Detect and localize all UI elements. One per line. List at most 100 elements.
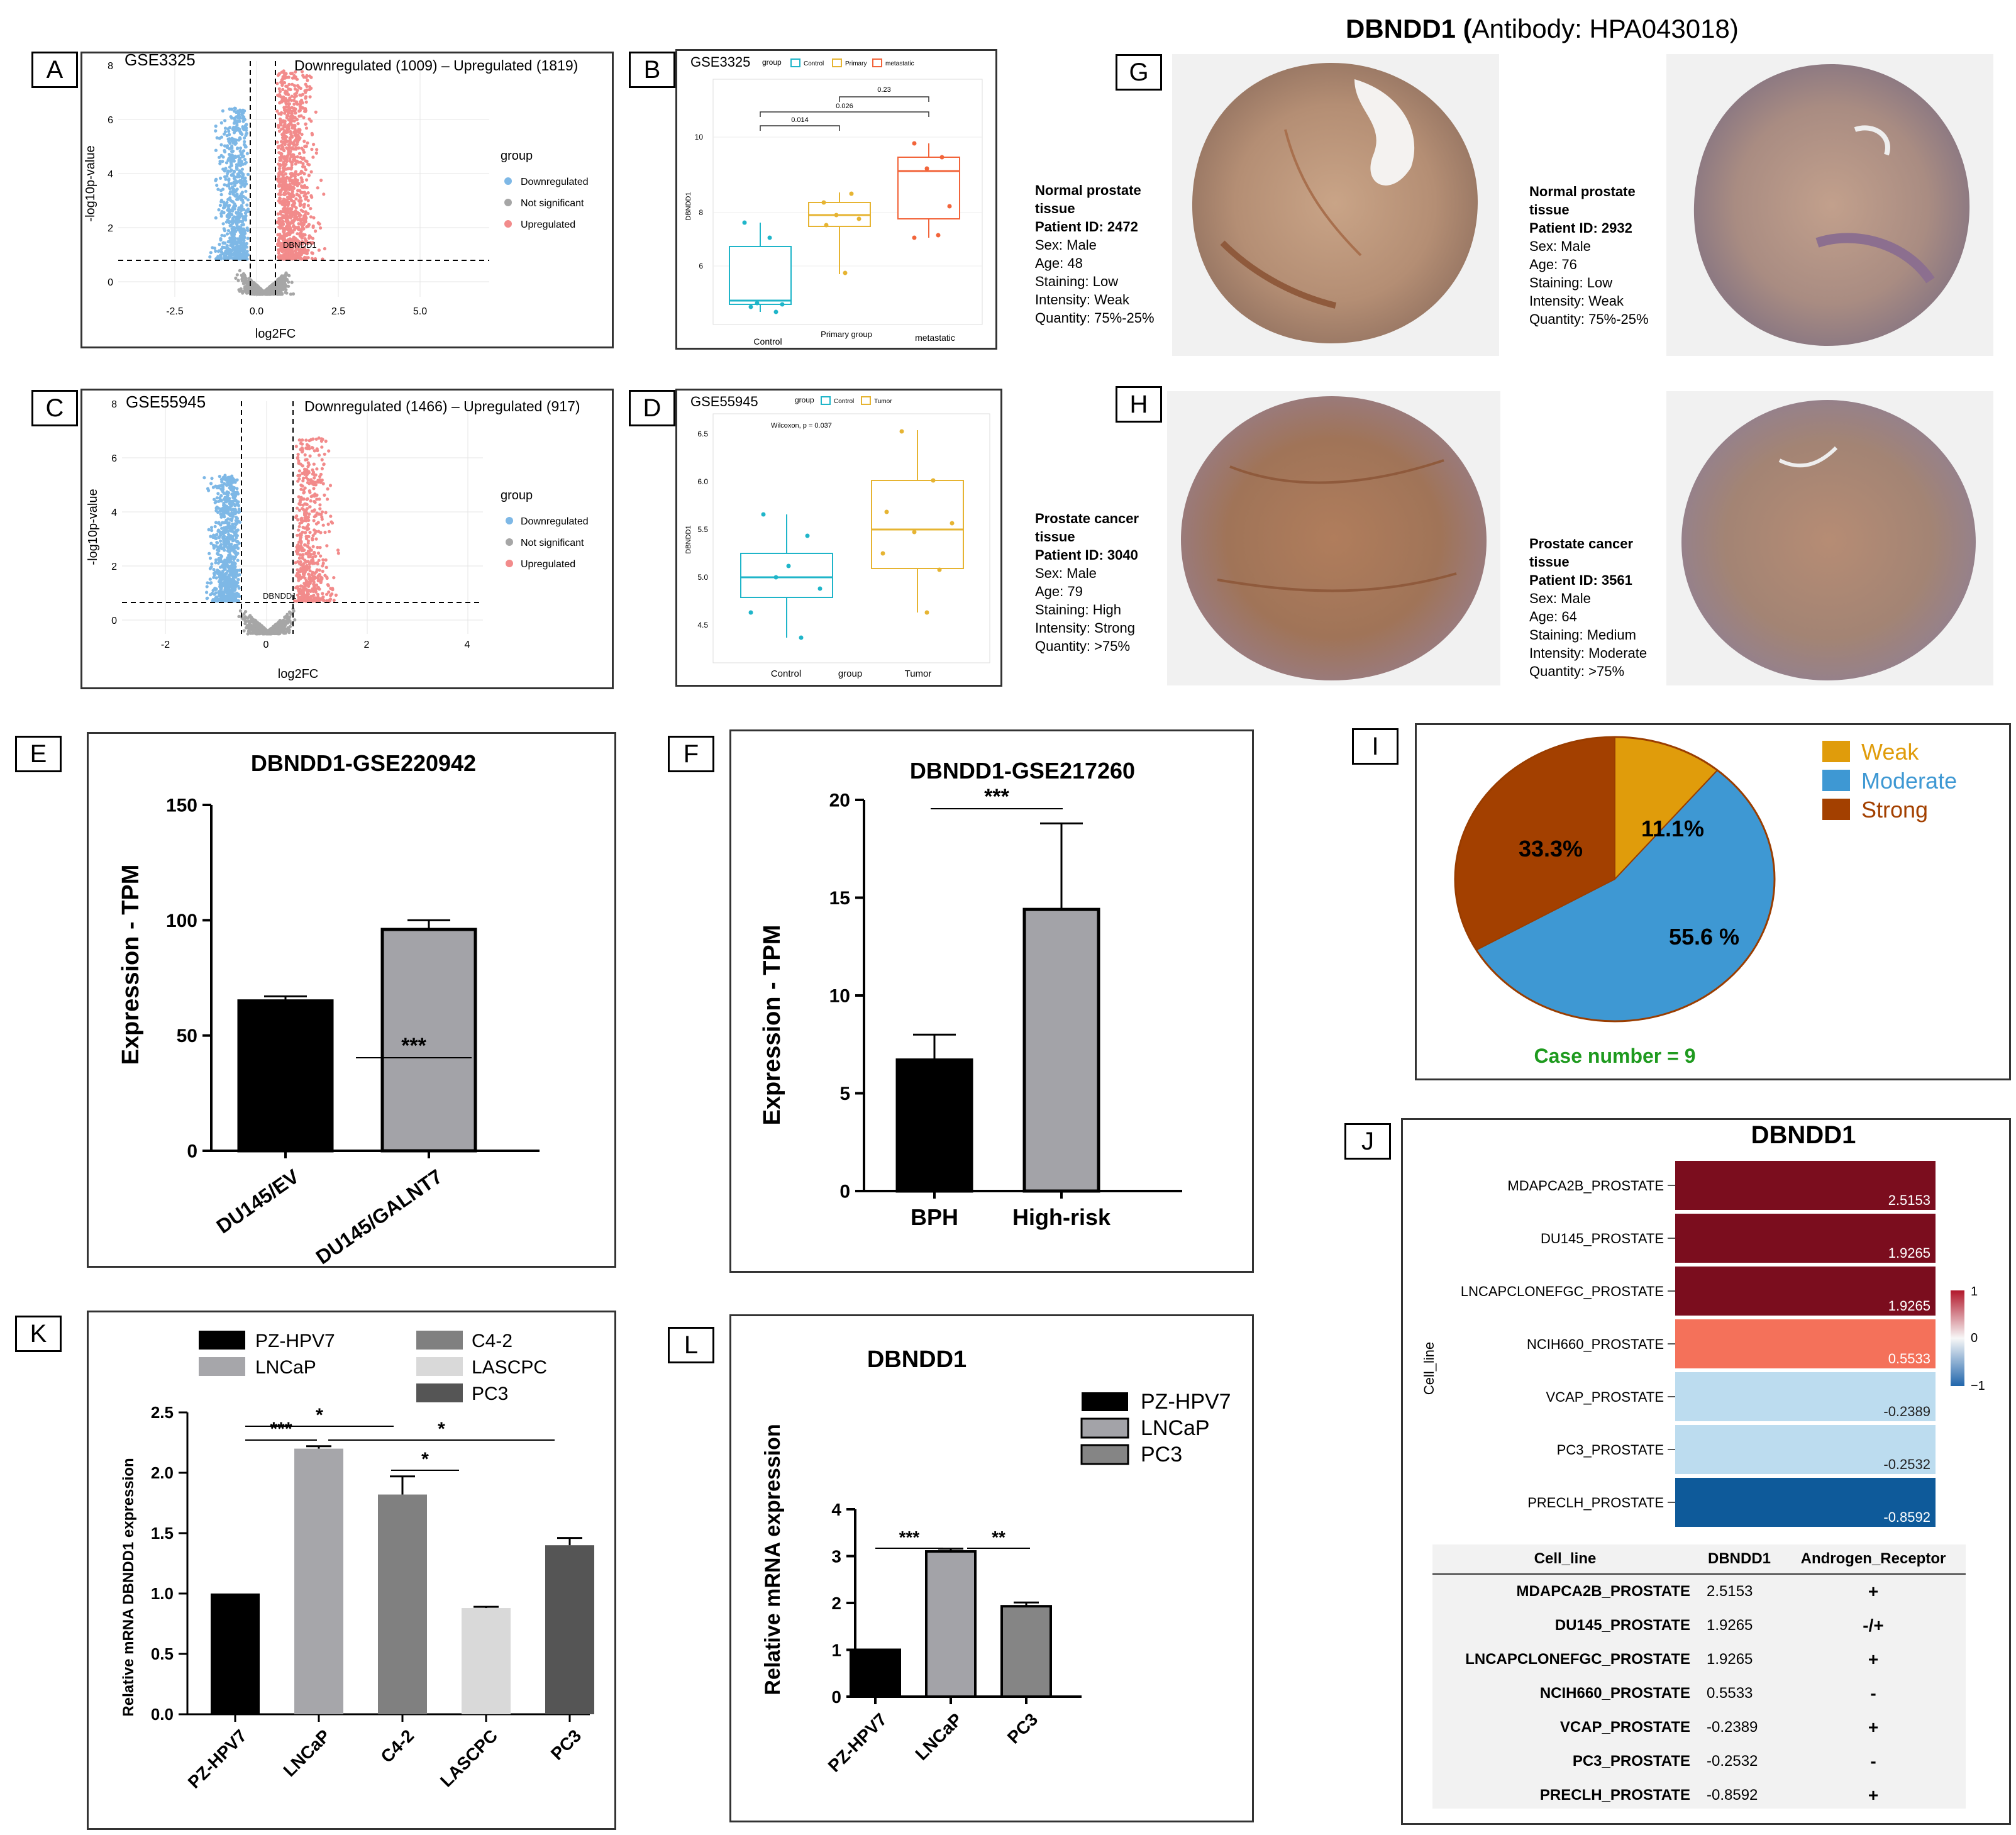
volcano-point-down xyxy=(221,206,226,210)
volcano-point-down xyxy=(233,550,238,553)
volcano-point-ns xyxy=(280,623,284,627)
volcano-point-up xyxy=(285,255,289,258)
volcano-point-down xyxy=(219,498,223,502)
volcano-a-xtick: 2.5 xyxy=(331,306,345,317)
volcano-point-up xyxy=(287,230,291,233)
volcano-point-down xyxy=(244,189,248,193)
volcano-point-up xyxy=(283,177,287,180)
volcano-a-xtick: 5.0 xyxy=(413,306,427,317)
volcano-point-up xyxy=(304,597,308,601)
volcano-point-down xyxy=(230,150,234,153)
volcano-point-up xyxy=(315,493,319,497)
volcano-point-up xyxy=(307,87,311,92)
volcano-point-down xyxy=(233,504,237,507)
box-b-pval-1: 0.014 xyxy=(791,116,809,124)
volcano-point-down xyxy=(230,585,234,589)
volcano-point-down xyxy=(226,569,230,573)
volcano-point-up xyxy=(300,184,304,188)
volcano-point-up xyxy=(293,157,297,162)
volcano-point-down xyxy=(215,505,219,509)
volcano-point-up xyxy=(297,135,301,138)
volcano-point-down xyxy=(235,487,239,491)
volcano-point-up xyxy=(309,596,313,599)
box-b-ylabel: DBNDD1 xyxy=(685,192,692,220)
volcano-point-down xyxy=(240,223,244,227)
volcano-point-up xyxy=(288,142,292,146)
volcano-point-up xyxy=(281,87,285,91)
volcano-point-up xyxy=(298,189,302,192)
volcano-point-down xyxy=(231,579,235,583)
volcano-point-down xyxy=(238,149,242,153)
volcano-point-down xyxy=(221,241,225,245)
volcano-point-up xyxy=(299,241,302,245)
volcano-point-down xyxy=(228,165,232,169)
volcano-point-up xyxy=(325,599,329,602)
volcano-point-down xyxy=(216,528,221,532)
volcano-point-up xyxy=(296,122,300,126)
volcano-point-up xyxy=(277,241,281,245)
volcano-point-down xyxy=(236,540,240,543)
volcano-point-up xyxy=(294,209,297,213)
volcano-point-up xyxy=(286,153,290,157)
volcano-point-up xyxy=(306,256,310,260)
volcano-point-up xyxy=(315,447,319,451)
volcano-point-up xyxy=(311,225,315,229)
box-plot-point xyxy=(780,302,785,307)
volcano-point-up xyxy=(298,562,302,566)
volcano-point-up xyxy=(311,558,314,562)
volcano-point-up xyxy=(282,133,285,137)
volcano-point-down xyxy=(245,152,249,155)
volcano-point-up xyxy=(286,114,290,118)
volcano-point-down xyxy=(235,155,238,158)
volcano-plot-a: GSE3325 Downregulated (1009) – Upregulat… xyxy=(80,52,614,348)
volcano-point-ns xyxy=(283,620,287,624)
volcano-point-down xyxy=(234,245,238,249)
volcano-point-down xyxy=(205,585,209,589)
volcano-point-down xyxy=(233,525,237,529)
volcano-point-up xyxy=(291,192,294,196)
volcano-point-up xyxy=(296,474,300,477)
volcano-point-down xyxy=(238,254,241,258)
volcano-point-up xyxy=(304,168,307,172)
volcano-point-up xyxy=(302,257,306,261)
volcano-point-down xyxy=(233,109,236,113)
volcano-point-up xyxy=(301,191,304,194)
volcano-point-up xyxy=(315,148,319,152)
box-b-ytick-10: 10 xyxy=(695,133,704,141)
volcano-point-down xyxy=(235,516,239,520)
volcano-point-up xyxy=(297,214,301,218)
volcano-point-down xyxy=(218,582,222,586)
box-plot-point xyxy=(755,301,760,306)
volcano-point-up xyxy=(312,519,316,523)
volcano-point-down xyxy=(219,176,223,180)
volcano-point-ns xyxy=(293,618,297,622)
volcano-point-up xyxy=(287,75,291,79)
volcano-point-down xyxy=(238,116,241,120)
volcano-point-up xyxy=(318,587,321,591)
volcano-point-up xyxy=(308,531,312,535)
volcano-point-down xyxy=(205,590,209,594)
volcano-point-up xyxy=(306,241,309,245)
volcano-point-up xyxy=(297,557,301,560)
volcano-point-up xyxy=(280,100,284,104)
volcano-point-up xyxy=(312,216,316,219)
volcano-point-up xyxy=(301,92,305,96)
volcano-point-down xyxy=(233,118,237,122)
volcano-point-up xyxy=(280,172,284,176)
volcano-point-up xyxy=(306,545,310,548)
volcano-point-down xyxy=(217,535,221,539)
volcano-point-ns xyxy=(270,629,274,633)
volcano-point-up xyxy=(292,238,296,241)
volcano-point-up xyxy=(328,529,331,533)
volcano-point-down xyxy=(221,521,224,524)
volcano-point-up xyxy=(297,228,301,231)
volcano-point-down xyxy=(238,594,241,598)
volcano-point-up xyxy=(288,254,292,258)
volcano-point-up xyxy=(293,242,297,246)
volcano-point-down xyxy=(231,200,235,204)
volcano-point-up xyxy=(287,238,291,241)
volcano-point-up xyxy=(282,72,287,75)
volcano-point-down xyxy=(231,257,235,260)
volcano-point-up xyxy=(288,207,292,211)
volcano-point-ns xyxy=(248,624,252,628)
